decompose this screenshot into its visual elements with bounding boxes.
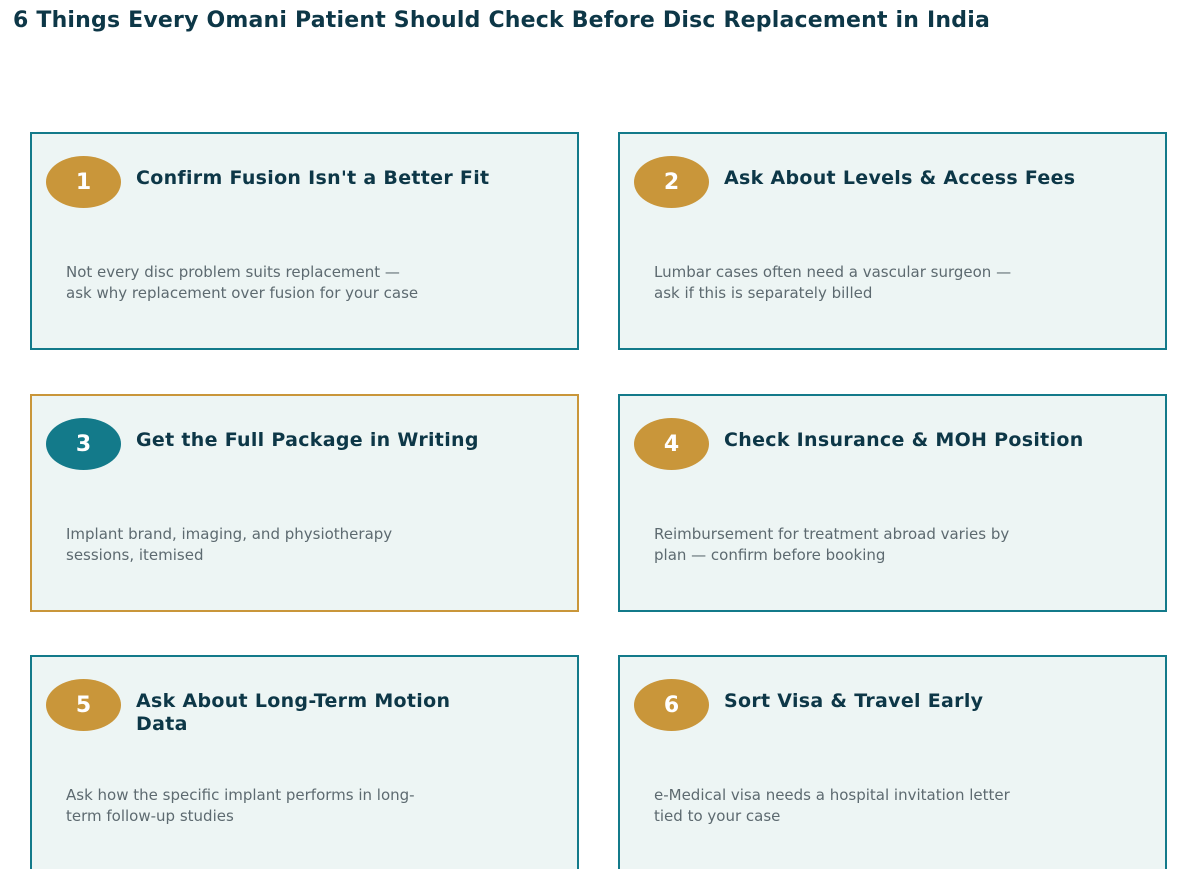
card-description: e-Medical visa needs a hospital invitati… xyxy=(654,786,1010,825)
card-title: Check Insurance & MOH Position xyxy=(724,429,1084,451)
card-title: Sort Visa & Travel Early xyxy=(724,690,984,712)
card-description: Lumbar cases often need a vascular surge… xyxy=(654,263,1012,302)
card-description: Not every disc problem suits replacement… xyxy=(66,263,419,302)
checklist-card-2: 2 Ask About Levels & Access Fees Lumbar … xyxy=(618,132,1167,350)
checklist-card-4: 4 Check Insurance & MOH Position Reimbur… xyxy=(618,394,1167,612)
card-title: Ask About Levels & Access Fees xyxy=(724,167,1076,189)
number-badge: 3 xyxy=(46,418,121,470)
number-badge: 5 xyxy=(46,679,121,731)
card-title: Ask About Long-Term Motion Data xyxy=(136,690,451,735)
card-description: Implant brand, imaging, and physiotherap… xyxy=(66,525,393,564)
card-description: Reimbursement for treatment abroad varie… xyxy=(654,525,1010,564)
number-badge: 2 xyxy=(634,156,709,208)
checklist-card-3: 3 Get the Full Package in Writing Implan… xyxy=(30,394,579,612)
checklist-card-5: 5 Ask About Long-Term Motion Data Ask ho… xyxy=(30,655,579,869)
number-badge: 1 xyxy=(46,156,121,208)
checklist-card-1: 1 Confirm Fusion Isn't a Better Fit Not … xyxy=(30,132,579,350)
number-badge: 4 xyxy=(634,418,709,470)
checklist-card-6: 6 Sort Visa & Travel Early e-Medical vis… xyxy=(618,655,1167,869)
number-badge: 6 xyxy=(634,679,709,731)
page-title: 6 Things Every Omani Patient Should Chec… xyxy=(13,8,990,33)
card-title: Confirm Fusion Isn't a Better Fit xyxy=(136,167,490,189)
card-title: Get the Full Package in Writing xyxy=(136,429,479,451)
card-description: Ask how the specific implant performs in… xyxy=(66,786,415,825)
